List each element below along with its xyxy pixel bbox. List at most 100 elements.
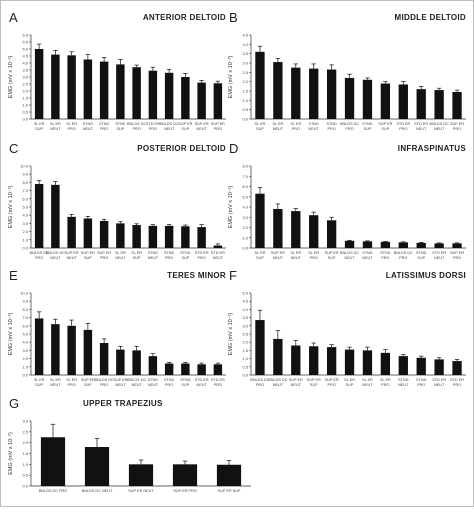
x-tick-label: NEUT	[131, 383, 142, 387]
y-axis-label: EMG (mV x 10⁻²)	[8, 186, 14, 229]
x-tick-label: SUP ER SUP	[218, 489, 241, 493]
y-axis-label: EMG (mV x 10⁻²)	[8, 56, 14, 99]
bar	[213, 364, 223, 375]
bar	[83, 329, 93, 375]
bar	[434, 243, 444, 248]
bar	[326, 69, 337, 119]
y-tick-label: 4.5	[242, 33, 248, 38]
x-tick-label: SUP ER	[113, 378, 127, 382]
x-tick-label: SL ER	[66, 122, 77, 126]
x-tick-label: SUP	[381, 127, 389, 131]
x-tick-label: SUP	[181, 256, 189, 260]
x-tick-label: PRO	[214, 127, 222, 131]
x-tick-label: SUP	[84, 383, 92, 387]
bar	[434, 90, 444, 119]
bar	[67, 55, 76, 119]
y-axis-label: EMG (mV x 10⁻²)	[8, 313, 14, 356]
y-tick-label: 0.0	[22, 484, 28, 489]
x-tick-label: PRO	[292, 127, 300, 131]
x-tick-label: STND	[164, 378, 175, 382]
panel-title: UPPER TRAPEZIUS	[83, 399, 163, 408]
y-tick-label: 7.0	[22, 188, 28, 193]
x-tick-label: PRO	[100, 127, 108, 131]
y-tick-label: 6.0	[22, 323, 28, 328]
x-tick-label: SL ER	[131, 251, 142, 255]
x-tick-label: STND	[164, 251, 175, 255]
y-tick-label: 4.0	[242, 205, 248, 210]
bar	[216, 464, 242, 486]
x-tick-label: SL ER	[255, 251, 266, 255]
y-tick-label: 5.0	[22, 332, 28, 337]
panel-title: LATISSIMUS DORSI	[386, 271, 466, 280]
x-tick-label: PRO	[165, 256, 173, 260]
y-tick-label: 0.0	[22, 373, 28, 378]
x-tick-label: NEUT	[196, 383, 207, 387]
bar	[197, 227, 206, 248]
bar	[148, 356, 158, 375]
bar	[213, 83, 223, 119]
x-tick-label: SUP	[116, 127, 124, 131]
bar	[83, 218, 93, 248]
x-tick-label: STND	[83, 122, 94, 126]
y-tick-label: 8.0	[22, 307, 28, 312]
x-tick-label: SUP ER	[450, 251, 464, 255]
bar	[326, 220, 337, 248]
x-tick-label: SUP	[181, 383, 189, 387]
x-tick-label: STND	[99, 122, 110, 126]
bar	[197, 82, 206, 119]
y-tick-label: 3.0	[22, 419, 28, 424]
bar	[398, 356, 408, 375]
x-tick-label: SL ER	[115, 251, 126, 255]
x-tick-label: STD ER	[195, 378, 209, 382]
x-tick-label: SUP	[133, 256, 141, 260]
y-tick-label: 4.0	[22, 213, 28, 218]
x-tick-label: SUP ER	[178, 122, 192, 126]
bar	[197, 364, 206, 375]
x-tick-label: NEUT	[66, 256, 77, 260]
x-tick-label: PRO	[100, 256, 108, 260]
y-tick-label: 1.0	[22, 364, 28, 369]
y-tick-label: 2.0	[242, 340, 248, 345]
panel-letter: C	[9, 141, 18, 156]
panel-letter: E	[9, 268, 18, 283]
x-tick-label: NEUT	[213, 256, 224, 260]
bar	[452, 243, 462, 248]
bar	[181, 363, 190, 375]
x-tick-label: PRO	[100, 383, 108, 387]
x-tick-label: NEUT	[164, 127, 175, 131]
y-tick-label: 4.0	[242, 42, 248, 47]
x-tick-label: STND	[115, 122, 126, 126]
bar	[116, 64, 125, 119]
bar	[67, 216, 76, 248]
y-tick-label: 7.0	[22, 315, 28, 320]
y-tick-label: 0.0	[22, 117, 28, 122]
bar	[213, 245, 223, 248]
bar	[309, 346, 319, 375]
x-tick-label: STND	[416, 251, 427, 255]
bar	[273, 62, 283, 119]
x-tick-label: STND	[326, 122, 337, 126]
panel-b: B MIDDLE DELTOID EMG (mV x 10⁻²) 0.0 0.5 1.0 1…	[228, 10, 466, 131]
x-tick-label: SL ER	[255, 122, 266, 126]
x-tick-label: SUP ER	[211, 122, 225, 126]
x-tick-label: PRO	[68, 383, 76, 387]
x-tick-label: PRO	[417, 383, 425, 387]
bar	[452, 91, 462, 119]
panel-d: D INFRASPINATUS EMG (mV x 10⁻²) 0.0 1.0 2.0 3.…	[228, 141, 466, 260]
x-tick-label: STD ER	[414, 122, 428, 126]
x-tick-label: NEUT	[398, 383, 409, 387]
x-tick-label: NEUT	[434, 383, 445, 387]
x-tick-label: BNLDS DC	[46, 251, 65, 255]
x-tick-label: PRO	[381, 383, 389, 387]
x-tick-label: PRO	[453, 256, 461, 260]
x-tick-label: SUP ER	[97, 251, 111, 255]
y-tick-label: 2.0	[22, 356, 28, 361]
x-tick-label: SL ER	[344, 378, 355, 382]
x-tick-label: STND	[180, 251, 191, 255]
x-tick-label: SL ER	[66, 378, 77, 382]
x-tick-label: PRO	[345, 127, 353, 131]
x-tick-label: PRO	[214, 383, 222, 387]
y-tick-label: 1.5	[22, 451, 28, 456]
bar	[128, 464, 154, 486]
